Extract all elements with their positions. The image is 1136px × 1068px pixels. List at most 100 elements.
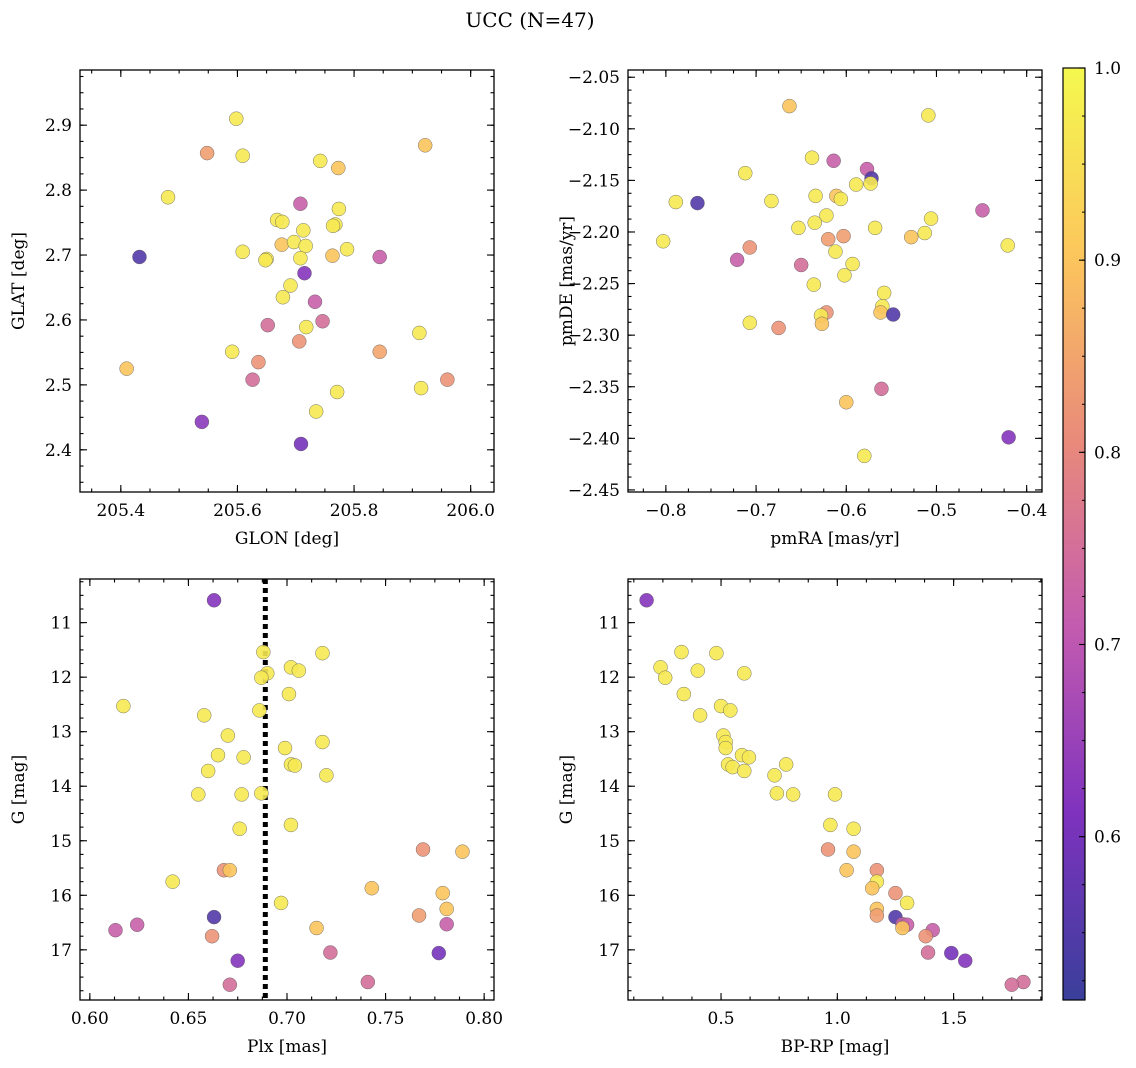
scatter-point [372, 344, 387, 359]
scatter-point [273, 895, 289, 911]
scatter-point [206, 593, 222, 608]
scatter-point [917, 225, 932, 241]
scatter-point [199, 145, 215, 161]
y-tick-label: 2.9 [45, 116, 72, 136]
scatter-point [1004, 977, 1019, 992]
scatter-panel-4: 0.5 1.0 1.5 11 12 13 14 15 16 17 BP-RP [mag] G [mag… [557, 578, 1043, 1057]
scatter-point [741, 750, 757, 765]
axes-frame [627, 69, 1043, 493]
scatter-point [692, 708, 708, 723]
scatter-point [674, 644, 689, 660]
x-tick-label: 0.75 [367, 1009, 405, 1029]
scatter-point [729, 252, 745, 268]
scatter-point [742, 315, 757, 330]
scatter-point [417, 138, 433, 153]
scatter-point [260, 317, 275, 333]
scatter-panels: 205.4 205.6 205.8 206.0 2.4 2.5 2.6 2.7 2.8 2.9 GL… [9, 68, 1047, 1057]
scatter-point [274, 237, 289, 252]
scatter-point [315, 645, 330, 661]
scatter-point [848, 177, 864, 192]
y-tick-label: −2.10 [568, 120, 620, 140]
scatter-point [325, 248, 340, 263]
scatter-point [258, 253, 273, 268]
scatter-point [808, 188, 823, 204]
scatter-point [828, 244, 843, 259]
scatter-point [814, 316, 830, 332]
x-axis-label: GLON [deg] [235, 529, 339, 549]
scatter-point [836, 228, 851, 244]
colorbar-gradient [1062, 67, 1086, 1001]
y-tick-label: 11 [598, 614, 620, 634]
y-tick-label: −2.45 [568, 481, 620, 501]
scatter-point [440, 372, 455, 387]
scatter-point [298, 238, 313, 254]
scatter-point [827, 787, 843, 802]
x-tick-label: 0.70 [268, 1009, 306, 1029]
scatter-point [737, 666, 752, 681]
colorbar-tick-label: 0.9 [1094, 251, 1121, 271]
y-tick-label: 2.4 [45, 441, 72, 461]
scatter-point [823, 817, 838, 833]
scatter-point [1001, 430, 1016, 445]
scatter-point [737, 763, 752, 779]
scatter-point [655, 234, 671, 249]
scatter-point [921, 108, 936, 123]
x-tick-label: 205.6 [213, 501, 262, 521]
scatter-point [196, 708, 212, 723]
scatter-point [920, 945, 936, 960]
scatter-point [833, 191, 849, 207]
scatter-point [869, 908, 885, 923]
scatter-panel-2: −0.8 −0.7 −0.6 −0.5 −0.4 −2.45 −2.40 −2.35 −2.30… [557, 68, 1047, 549]
scatter-point [235, 244, 250, 259]
scatter-point [975, 203, 990, 218]
scatter-point [372, 249, 387, 265]
scatter-point [200, 763, 216, 779]
colorbar-tick-label: 0.7 [1094, 635, 1121, 655]
scatter-panel-3: 0.60 0.65 0.70 0.75 0.80 11 12 13 14 15 16 17 Plx [m… [9, 578, 503, 1057]
y-tick-label: 15 [598, 832, 620, 852]
points-group [119, 111, 455, 452]
scatter-point [874, 381, 889, 397]
scatter-point [165, 874, 180, 889]
scatter-point [411, 908, 427, 923]
y-tick-label: −2.20 [568, 223, 620, 243]
x-tick-label: 0.60 [71, 1009, 109, 1029]
y-tick-label: 16 [50, 886, 72, 906]
scatter-point [918, 928, 933, 944]
x-axis-label: pmRA [mas/yr] [770, 529, 899, 549]
scatter-point [826, 153, 841, 168]
scatter-point [297, 266, 312, 281]
x-tick-label: −0.8 [645, 501, 686, 521]
scatter-point [315, 734, 330, 750]
scatter-point [439, 916, 454, 932]
scatter-point [904, 229, 919, 245]
scatter-point [863, 176, 878, 191]
scatter-point [235, 148, 250, 163]
y-axis-label: GLAT [deg] [9, 232, 29, 330]
axes-frame [79, 578, 495, 1001]
scatter-point [791, 220, 806, 236]
x-tick-label: 205.4 [96, 501, 145, 521]
scatter-point [821, 232, 836, 247]
scatter-point [873, 305, 888, 320]
scatter-point [820, 842, 836, 857]
scatter-point [210, 747, 226, 763]
x-tick-label: 1.0 [824, 1009, 851, 1029]
scatter-point [254, 786, 269, 801]
scatter-point [132, 249, 147, 265]
y-tick-label: −2.15 [568, 171, 620, 191]
scatter-point [867, 220, 883, 236]
scatter-point [415, 842, 431, 857]
scatter-point [287, 758, 303, 773]
scatter-point [885, 307, 901, 322]
scatter-point [296, 223, 311, 238]
scatter-point [944, 945, 959, 961]
scatter-point [331, 201, 347, 217]
axes-frame [627, 578, 1043, 1001]
scatter-point [639, 593, 654, 608]
x-axis-label: BP-RP [mag] [781, 1037, 890, 1057]
scatter-point [742, 240, 757, 255]
scatter-point [160, 190, 176, 205]
y-tick-label: 2.5 [45, 376, 72, 396]
